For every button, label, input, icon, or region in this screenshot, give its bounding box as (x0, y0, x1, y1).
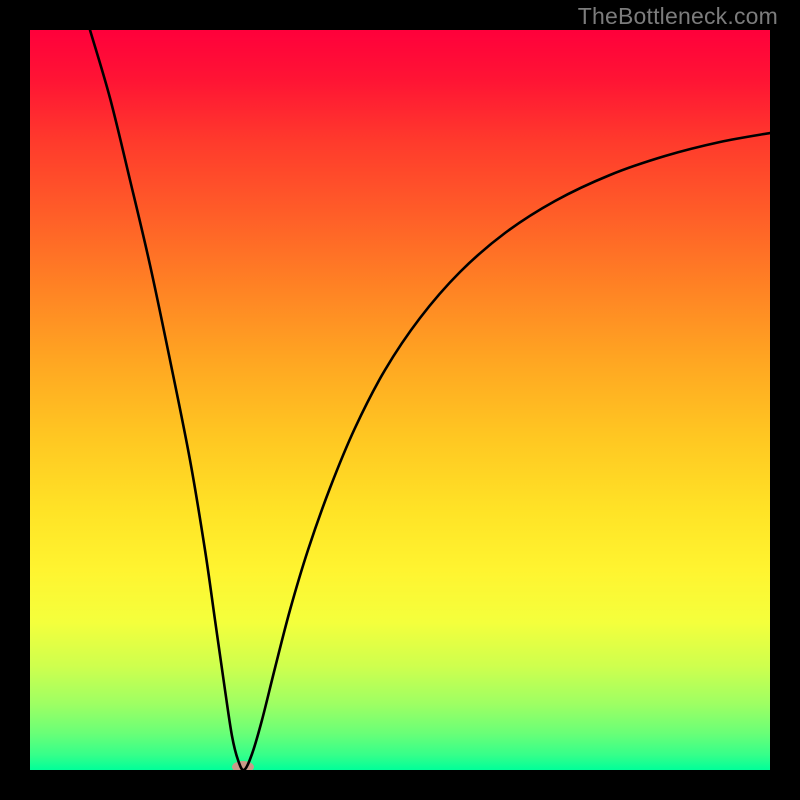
plot-area (30, 30, 770, 770)
gradient-background (30, 30, 770, 770)
curve-layer (30, 30, 770, 770)
watermark-text: TheBottleneck.com (578, 3, 778, 30)
chart-frame: TheBottleneck.com (0, 0, 800, 800)
